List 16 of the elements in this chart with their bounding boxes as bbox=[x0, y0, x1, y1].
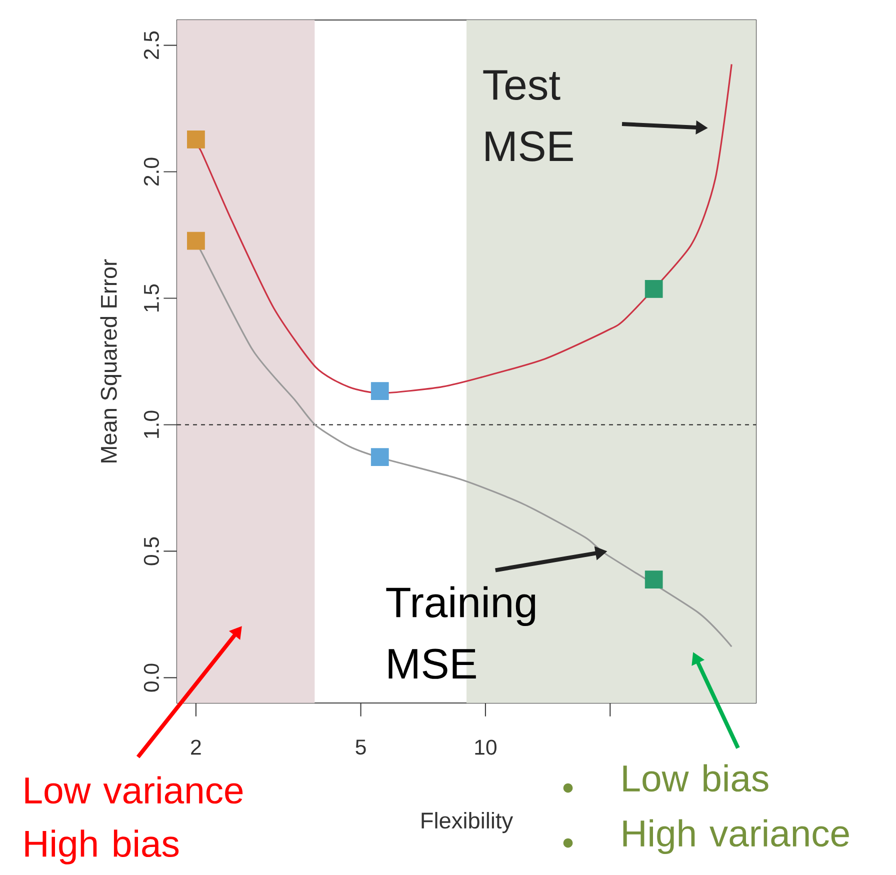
y-tick-label: 2.5 bbox=[144, 31, 159, 60]
annotation: Training MSE bbox=[386, 586, 536, 679]
y-tick-label: 0.5 bbox=[144, 537, 159, 566]
text: High variance bbox=[623, 819, 849, 854]
y-tick-label: 1.0 bbox=[144, 410, 159, 438]
x-axis-title: Flexibility bbox=[422, 812, 514, 834]
y-axis-title: Mean Squared Error bbox=[100, 259, 122, 462]
x-tick-label: 5 bbox=[356, 740, 366, 755]
text: Low variance High bias bbox=[25, 776, 243, 864]
y-tick-label: 2.0 bbox=[144, 158, 159, 186]
text: Low bias bbox=[623, 764, 768, 792]
x-tick-label: 2 bbox=[191, 740, 201, 755]
x-tick-label: 10 bbox=[475, 740, 496, 755]
y-tick-label: 0.0 bbox=[144, 664, 159, 692]
annotation: Test MSE bbox=[483, 70, 573, 162]
y-tick-label: 1.5 bbox=[144, 284, 159, 312]
